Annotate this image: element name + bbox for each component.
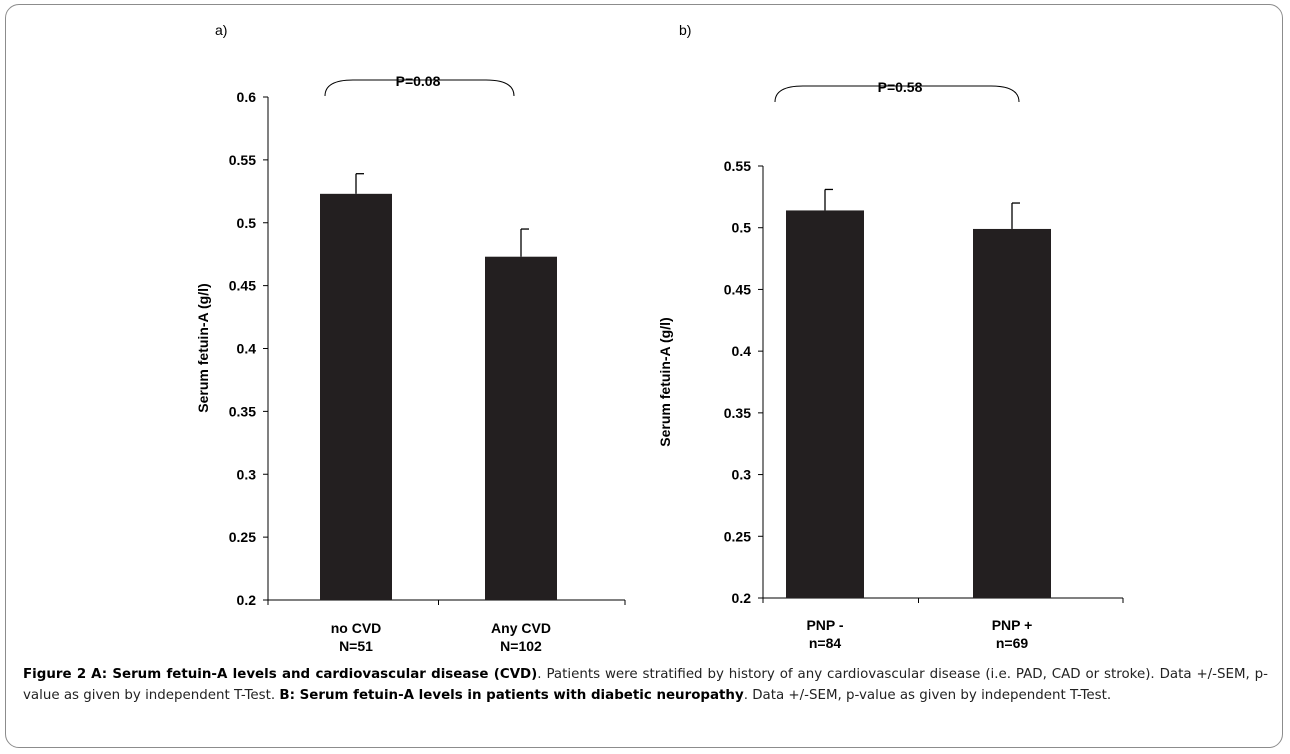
- chart-b-y-tick-label: 0.25: [724, 528, 751, 544]
- chart-a-category-label: N=102: [500, 638, 542, 654]
- chart-a-category-label: Any CVD: [491, 620, 551, 636]
- chart-a-bar: [485, 256, 557, 600]
- figure-label: Figure 2: [23, 667, 87, 682]
- chart-b-y-tick-label: 0.35: [724, 405, 751, 421]
- chart-a-y-tick-label: 0.6: [237, 89, 257, 105]
- chart-b-category-label: n=69: [996, 635, 1029, 651]
- chart-b-y-tick-label: 0.3: [732, 467, 752, 483]
- caption-text-a: . Patients were stratified by history of…: [23, 667, 1268, 703]
- figure-caption: Figure 2 A: Serum fetuin-A levels and ca…: [23, 664, 1268, 706]
- figure-frame: [5, 4, 1283, 748]
- chart-a-y-tick-label: 0.35: [229, 403, 256, 419]
- chart-a-y-tick-label: 0.25: [229, 529, 256, 545]
- chart-a-bar: [320, 193, 392, 600]
- chart-b-significance-bracket: [774, 85, 1020, 103]
- chart-a-category-label: no CVD: [331, 620, 382, 636]
- chart-a-y-tick-label: 0.5: [237, 215, 257, 231]
- chart-b-y-tick-label: 0.5: [732, 220, 752, 236]
- chart-a-y-tick-label: 0.4: [237, 341, 257, 357]
- chart-b-y-axis-label: Serum fetuin-A (g/l): [657, 317, 673, 446]
- caption-title-b: B: Serum fetuin-A levels in patients wit…: [279, 688, 744, 703]
- chart-a-p-value: P=0.08: [396, 73, 441, 89]
- chart-b-y-tick-label: 0.4: [732, 343, 752, 359]
- chart-b-category-label: PNP +: [992, 617, 1033, 633]
- chart-b-y-tick-label: 0.2: [732, 590, 752, 606]
- chart-a-y-tick-label: 0.2: [237, 592, 257, 608]
- chart-a-y-axis-label: Serum fetuin-A (g/l): [195, 283, 211, 412]
- chart-a-y-tick-label: 0.45: [229, 278, 256, 294]
- chart-a-category-label: N=51: [339, 638, 373, 654]
- chart-a-significance-bracket: [324, 79, 515, 97]
- chart-b-y-tick-label: 0.45: [724, 281, 751, 297]
- caption-text-b: . Data +/-SEM, p-value as given by indep…: [743, 688, 1112, 703]
- chart-b-y-tick-label: 0.55: [724, 158, 751, 174]
- chart-a-y-tick-label: 0.55: [229, 152, 256, 168]
- figure-charts: a) 0.2 0.25 0.3 0.35 0.4 0.45 0.5 0.55 0.6 Serum f…: [195, 22, 1124, 654]
- chart-b-p-value: P=0.58: [878, 79, 923, 95]
- chart-b-bar: [973, 228, 1051, 598]
- chart-b-panel-label: b): [679, 22, 691, 38]
- chart-b-bar: [786, 210, 864, 599]
- chart-b-category-label: PNP -: [806, 617, 843, 633]
- chart-b-category-label: n=84: [809, 635, 842, 651]
- caption-title-a: A: Serum fetuin-A levels and cardiovascu…: [91, 667, 538, 682]
- chart-a-panel-label: a): [215, 22, 227, 38]
- chart-a-y-tick-label: 0.3: [237, 466, 257, 482]
